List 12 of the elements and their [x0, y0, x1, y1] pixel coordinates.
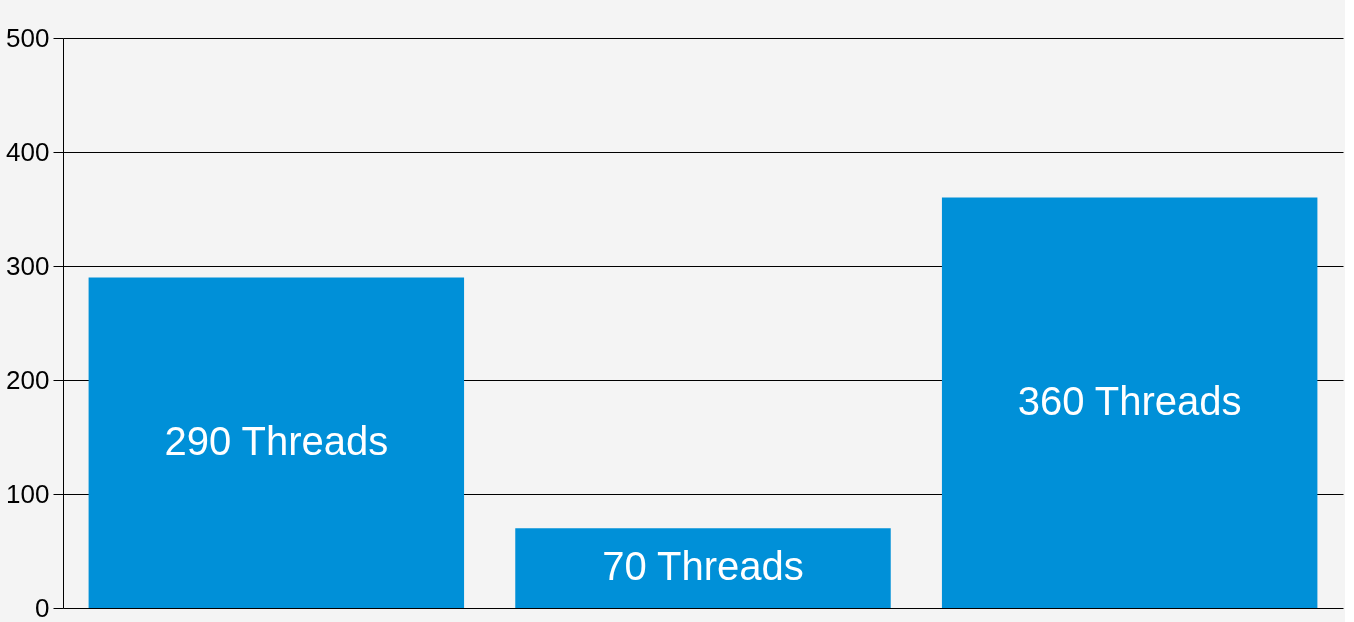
bar: [515, 528, 891, 608]
data-label: 290 Threads: [164, 418, 389, 463]
y-tick-label: 0: [35, 592, 50, 622]
bar: [941, 197, 1318, 608]
y-tick-label: 100: [6, 478, 50, 509]
data-label: 360 Threads: [1017, 378, 1242, 423]
bar: [88, 277, 465, 608]
data-label: 70 Threads: [602, 544, 804, 589]
y-tick-label: 200: [6, 364, 50, 395]
y-tick-label: 500: [6, 22, 50, 53]
y-tick-label: 300: [6, 250, 50, 281]
y-tick-label: 400: [6, 136, 50, 167]
